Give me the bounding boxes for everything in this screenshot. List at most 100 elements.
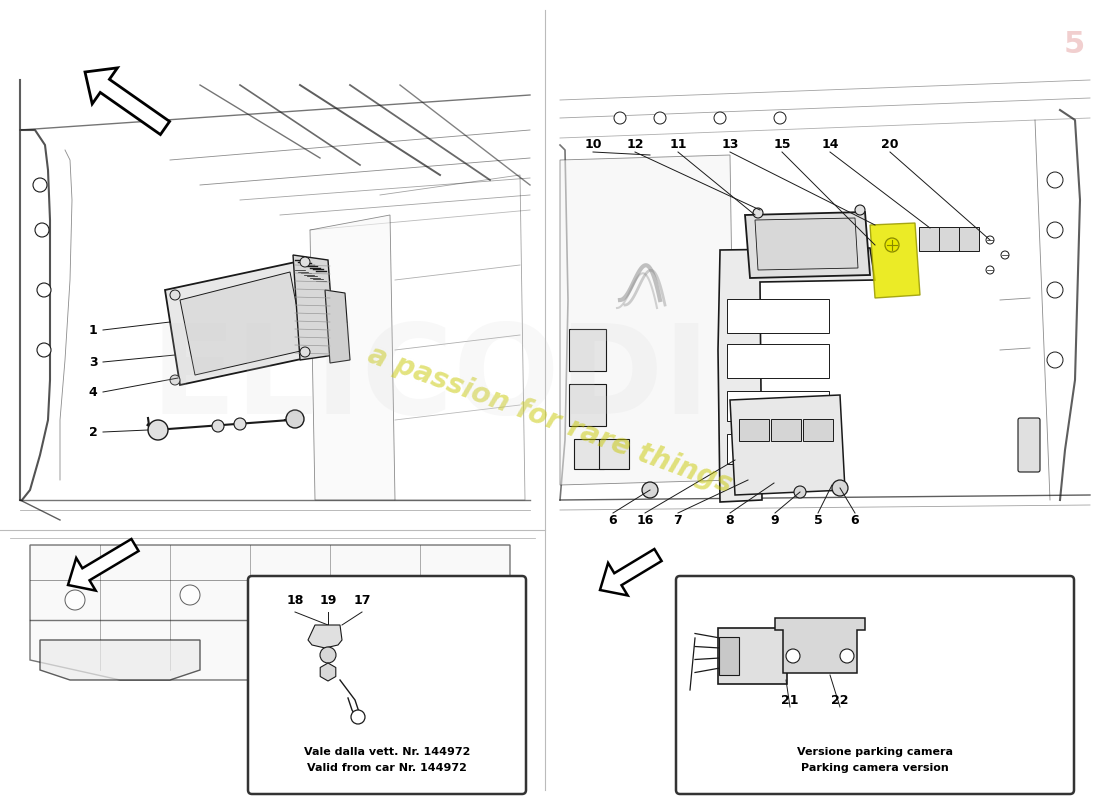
FancyBboxPatch shape (569, 329, 606, 371)
Circle shape (1001, 251, 1009, 259)
Polygon shape (165, 260, 320, 385)
Circle shape (840, 649, 854, 663)
Circle shape (714, 112, 726, 124)
Polygon shape (308, 625, 342, 648)
Circle shape (832, 480, 848, 496)
FancyBboxPatch shape (727, 344, 829, 378)
Text: 11: 11 (669, 138, 686, 151)
Text: 12: 12 (626, 138, 644, 151)
FancyBboxPatch shape (918, 227, 939, 251)
Circle shape (614, 112, 626, 124)
Text: 3: 3 (89, 355, 97, 369)
Circle shape (986, 236, 994, 244)
Polygon shape (600, 549, 661, 595)
Text: 19: 19 (319, 594, 337, 606)
Circle shape (1047, 352, 1063, 368)
Text: 1: 1 (89, 323, 98, 337)
Circle shape (855, 205, 865, 215)
Text: 7: 7 (673, 514, 682, 526)
Text: Versione parking camera: Versione parking camera (798, 747, 953, 757)
Polygon shape (310, 215, 395, 500)
FancyBboxPatch shape (569, 384, 606, 426)
Polygon shape (730, 395, 845, 495)
Circle shape (654, 112, 666, 124)
Polygon shape (40, 640, 200, 680)
Circle shape (642, 482, 658, 498)
Circle shape (212, 420, 224, 432)
Text: 9: 9 (771, 514, 779, 526)
FancyBboxPatch shape (676, 576, 1074, 794)
Text: 14: 14 (822, 138, 838, 151)
FancyBboxPatch shape (600, 439, 629, 469)
Circle shape (351, 710, 365, 724)
Circle shape (1047, 282, 1063, 298)
FancyBboxPatch shape (803, 419, 833, 441)
Circle shape (170, 290, 180, 300)
Text: 15: 15 (773, 138, 791, 151)
Text: 18: 18 (286, 594, 304, 606)
Circle shape (320, 647, 336, 663)
FancyBboxPatch shape (718, 628, 786, 684)
Text: 6: 6 (608, 514, 617, 526)
Text: 16: 16 (636, 514, 653, 526)
Circle shape (180, 585, 200, 605)
FancyBboxPatch shape (959, 227, 979, 251)
Text: 22: 22 (832, 694, 849, 706)
Text: 17: 17 (353, 594, 371, 606)
Circle shape (65, 590, 85, 610)
FancyBboxPatch shape (727, 299, 829, 333)
FancyBboxPatch shape (727, 391, 829, 421)
FancyBboxPatch shape (1018, 418, 1040, 472)
Polygon shape (320, 663, 336, 681)
Text: 2: 2 (89, 426, 98, 438)
Text: 21: 21 (781, 694, 799, 706)
Polygon shape (776, 618, 865, 673)
Circle shape (300, 257, 310, 267)
Circle shape (286, 410, 304, 428)
Text: 20: 20 (881, 138, 899, 151)
FancyBboxPatch shape (719, 637, 739, 675)
Polygon shape (68, 539, 139, 590)
Circle shape (986, 266, 994, 274)
Circle shape (33, 178, 47, 192)
Text: Vale dalla vett. Nr. 144972: Vale dalla vett. Nr. 144972 (304, 747, 470, 757)
Circle shape (35, 223, 50, 237)
Circle shape (37, 343, 51, 357)
Text: 5: 5 (1064, 30, 1085, 59)
Circle shape (1047, 222, 1063, 238)
Text: a passion for rare things: a passion for rare things (364, 341, 736, 499)
Circle shape (300, 347, 310, 357)
Polygon shape (85, 68, 169, 134)
FancyBboxPatch shape (574, 439, 604, 469)
Text: 10: 10 (584, 138, 602, 151)
Circle shape (794, 486, 806, 498)
Circle shape (170, 375, 180, 385)
FancyBboxPatch shape (248, 576, 526, 794)
Text: ELICODI: ELICODI (150, 319, 710, 441)
FancyBboxPatch shape (739, 419, 769, 441)
Text: 4: 4 (89, 386, 98, 398)
Text: 6: 6 (850, 514, 859, 526)
Polygon shape (870, 223, 920, 298)
Text: Valid from car Nr. 144972: Valid from car Nr. 144972 (307, 763, 466, 773)
Circle shape (786, 649, 800, 663)
Circle shape (234, 418, 246, 430)
FancyBboxPatch shape (727, 434, 829, 464)
Polygon shape (324, 290, 350, 363)
Polygon shape (180, 272, 305, 375)
Polygon shape (755, 218, 858, 270)
Circle shape (37, 283, 51, 297)
Polygon shape (718, 248, 875, 502)
Text: 5: 5 (814, 514, 823, 526)
Circle shape (1047, 172, 1063, 188)
Circle shape (340, 585, 360, 605)
Circle shape (754, 208, 763, 218)
Text: Parking camera version: Parking camera version (801, 763, 949, 773)
Polygon shape (30, 545, 510, 680)
Polygon shape (560, 155, 735, 485)
FancyBboxPatch shape (771, 419, 801, 441)
Polygon shape (745, 212, 870, 278)
Text: 8: 8 (726, 514, 735, 526)
Circle shape (774, 112, 786, 124)
Circle shape (148, 420, 168, 440)
